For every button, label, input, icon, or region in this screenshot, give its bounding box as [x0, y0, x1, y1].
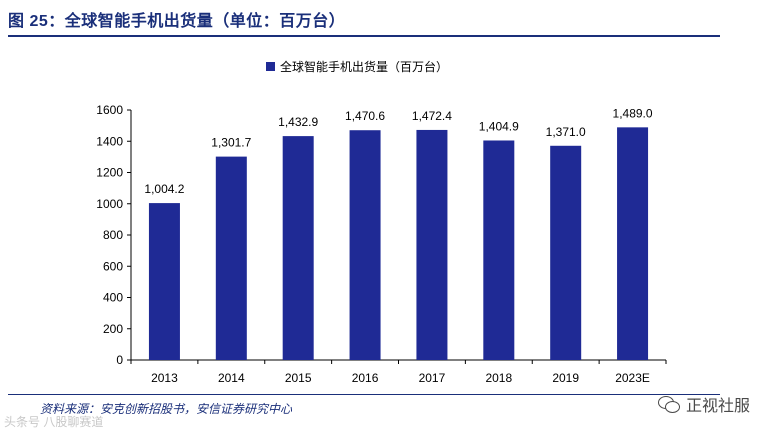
bar — [148, 203, 180, 360]
x-tick-label: 2015 — [285, 371, 312, 385]
y-tick-label: 1400 — [96, 134, 123, 148]
bar — [215, 156, 247, 360]
bar — [483, 140, 515, 360]
y-tick-label: 0 — [116, 353, 123, 367]
data-label: 1,404.9 — [479, 119, 519, 133]
y-tick-label: 600 — [103, 259, 123, 273]
x-tick-label: 2018 — [485, 371, 512, 385]
wechat-icon — [658, 395, 680, 413]
watermark-right-label: 正视社服 — [686, 398, 751, 415]
data-label: 1,489.0 — [613, 106, 653, 120]
data-label: 1,432.9 — [278, 115, 318, 129]
data-label: 1,470.6 — [345, 109, 385, 123]
y-tick-label: 1600 — [96, 103, 123, 117]
y-tick-label: 1200 — [96, 166, 123, 180]
y-tick-label: 400 — [103, 291, 123, 305]
x-tick-label: 2013 — [151, 371, 178, 385]
y-tick-label: 1000 — [96, 197, 123, 211]
data-label: 1,472.4 — [412, 109, 452, 123]
chart-legend: 全球智能手机出货量（百万台） — [266, 59, 448, 74]
y-tick-label: 800 — [103, 228, 123, 242]
legend-label: 全球智能手机出货量（百万台） — [280, 59, 448, 74]
data-label: 1,004.2 — [144, 182, 184, 196]
x-tick-label: 2019 — [552, 371, 579, 385]
bar-series — [148, 127, 649, 360]
x-tick-label: 2014 — [218, 371, 245, 385]
data-labels: 1,004.2 1,301.7 1,432.9 1,470.6 1,472.4 1,404… — [144, 106, 652, 196]
bar — [550, 145, 582, 360]
y-tick-label: 200 — [103, 322, 123, 336]
source-note: 资料来源：安克创新招股书，安信证券研究中心 — [40, 402, 293, 416]
watermark-left: 头条号 八股聊赛道 — [4, 415, 104, 429]
x-tick-label: 2017 — [419, 371, 446, 385]
source-divider — [8, 394, 720, 395]
data-label: 1,371.0 — [546, 125, 586, 139]
x-tick-label: 2016 — [352, 371, 379, 385]
legend-swatch — [266, 62, 275, 71]
y-axis: 0 200 400 600 800 1000 1200 1400 1600 — [96, 103, 132, 367]
x-tick-label: 2023E — [615, 371, 650, 385]
figure-title: 图 25：全球智能手机出货量（单位：百万台） — [8, 13, 346, 30]
bar — [349, 130, 381, 360]
watermark-right: 正视社服 — [658, 392, 750, 416]
bar — [282, 136, 314, 360]
bar — [416, 129, 448, 360]
title-divider — [8, 35, 720, 37]
x-axis: 2013 2014 2015 2016 2017 2018 2019 2023E — [130, 359, 667, 385]
bar — [617, 127, 649, 360]
data-label: 1,301.7 — [211, 136, 251, 150]
